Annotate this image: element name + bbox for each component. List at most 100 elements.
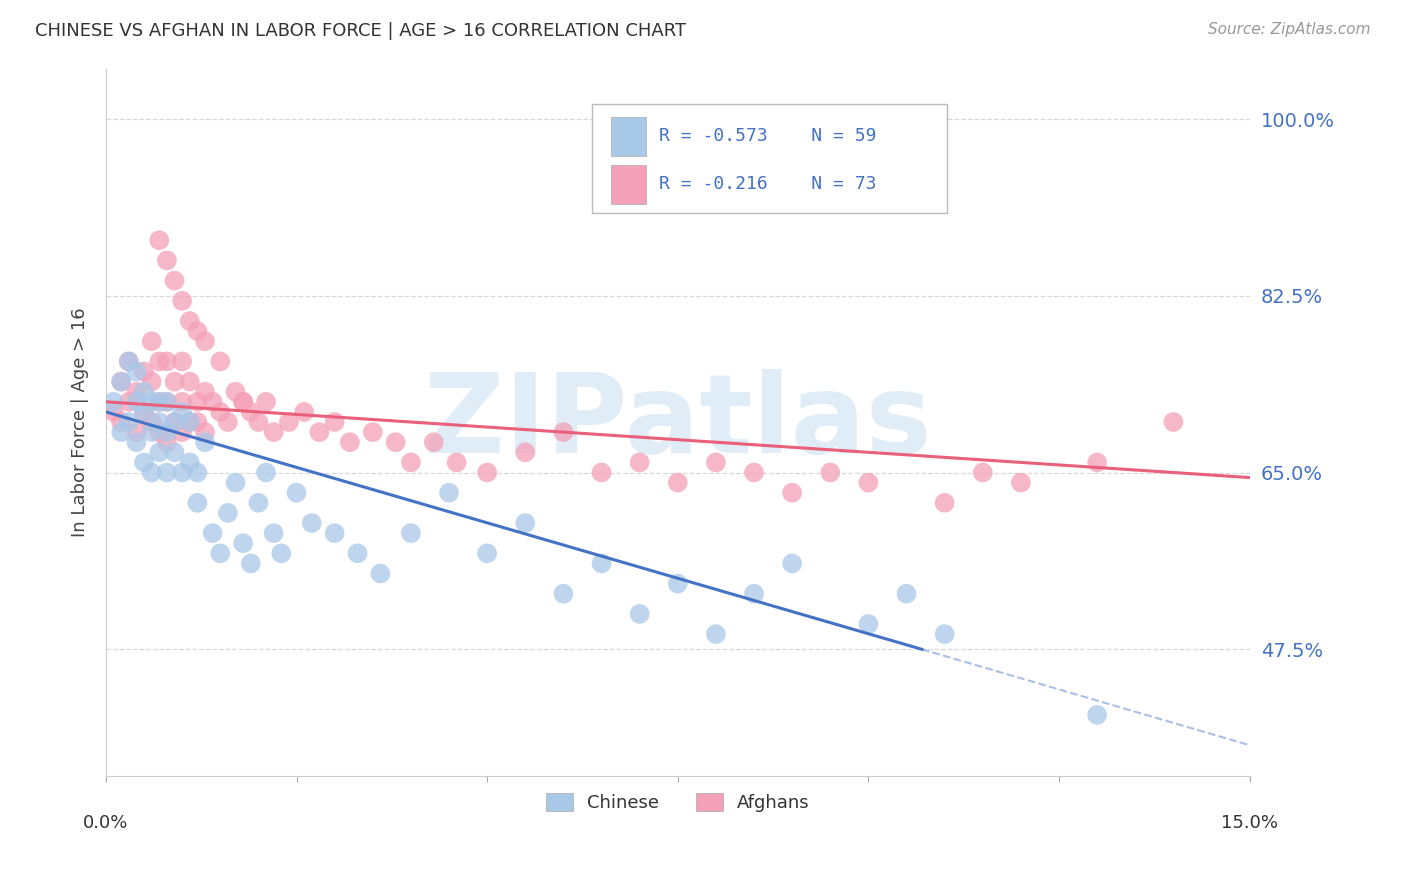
Point: [446, 455, 468, 469]
Point: [247, 415, 270, 429]
Point: [225, 384, 247, 399]
Point: [323, 526, 346, 541]
Point: [1163, 415, 1185, 429]
Point: [141, 334, 163, 349]
Point: [896, 587, 918, 601]
Point: [148, 354, 170, 368]
Point: [156, 435, 179, 450]
Point: [110, 375, 132, 389]
Point: [292, 405, 315, 419]
Point: [148, 233, 170, 247]
Point: [972, 466, 994, 480]
Point: [132, 455, 155, 469]
Point: [553, 587, 575, 601]
Point: [209, 405, 232, 419]
Point: [156, 394, 179, 409]
Legend: Chinese, Afghans: Chinese, Afghans: [538, 786, 817, 820]
Point: [361, 425, 384, 439]
Text: R = -0.573    N = 59: R = -0.573 N = 59: [659, 127, 877, 145]
Point: [186, 394, 208, 409]
Point: [163, 415, 186, 429]
Bar: [612, 117, 645, 155]
Point: [515, 445, 537, 459]
Point: [346, 546, 368, 560]
Point: [118, 394, 141, 409]
Point: [934, 627, 956, 641]
Point: [399, 526, 422, 541]
Point: [156, 425, 179, 439]
Point: [118, 354, 141, 368]
Point: [141, 394, 163, 409]
Point: [132, 405, 155, 419]
Text: 0.0%: 0.0%: [83, 814, 128, 832]
Point: [103, 394, 125, 409]
Point: [163, 375, 186, 389]
Point: [141, 415, 163, 429]
Point: [110, 425, 132, 439]
Point: [148, 394, 170, 409]
Point: [141, 425, 163, 439]
Point: [179, 455, 201, 469]
Point: [934, 496, 956, 510]
Point: [186, 496, 208, 510]
Point: [232, 394, 254, 409]
Point: [209, 354, 232, 368]
Point: [172, 394, 194, 409]
Point: [172, 405, 194, 419]
Point: [156, 253, 179, 268]
Point: [186, 324, 208, 338]
Point: [666, 475, 689, 490]
Text: Source: ZipAtlas.com: Source: ZipAtlas.com: [1208, 22, 1371, 37]
Point: [148, 445, 170, 459]
Point: [308, 425, 330, 439]
Point: [163, 415, 186, 429]
Text: ZIPatlas: ZIPatlas: [423, 368, 932, 475]
Point: [118, 354, 141, 368]
Point: [742, 466, 765, 480]
Point: [666, 576, 689, 591]
Point: [263, 425, 285, 439]
Point: [103, 405, 125, 419]
Point: [194, 435, 217, 450]
Point: [225, 475, 247, 490]
Point: [209, 546, 232, 560]
Point: [232, 394, 254, 409]
Point: [1010, 475, 1032, 490]
Point: [156, 394, 179, 409]
Point: [515, 516, 537, 530]
Point: [820, 466, 842, 480]
Point: [156, 354, 179, 368]
Bar: [612, 165, 645, 203]
Point: [125, 384, 148, 399]
Point: [270, 546, 292, 560]
Point: [172, 354, 194, 368]
Point: [232, 536, 254, 550]
Point: [301, 516, 323, 530]
Point: [132, 384, 155, 399]
Point: [179, 415, 201, 429]
Point: [591, 557, 613, 571]
Y-axis label: In Labor Force | Age > 16: In Labor Force | Age > 16: [72, 307, 89, 537]
Point: [742, 587, 765, 601]
Point: [323, 415, 346, 429]
Point: [172, 293, 194, 308]
Point: [217, 506, 239, 520]
Point: [384, 435, 406, 450]
Point: [179, 415, 201, 429]
Point: [1085, 455, 1108, 469]
Text: CHINESE VS AFGHAN IN LABOR FORCE | AGE > 16 CORRELATION CHART: CHINESE VS AFGHAN IN LABOR FORCE | AGE >…: [35, 22, 686, 40]
Point: [125, 364, 148, 378]
Point: [780, 557, 803, 571]
Point: [628, 455, 651, 469]
Point: [1085, 707, 1108, 722]
Point: [254, 466, 277, 480]
Point: [179, 314, 201, 328]
Point: [125, 435, 148, 450]
Point: [285, 485, 308, 500]
Point: [201, 526, 224, 541]
Point: [141, 375, 163, 389]
Point: [239, 557, 262, 571]
Point: [553, 425, 575, 439]
Point: [704, 627, 727, 641]
Point: [125, 425, 148, 439]
